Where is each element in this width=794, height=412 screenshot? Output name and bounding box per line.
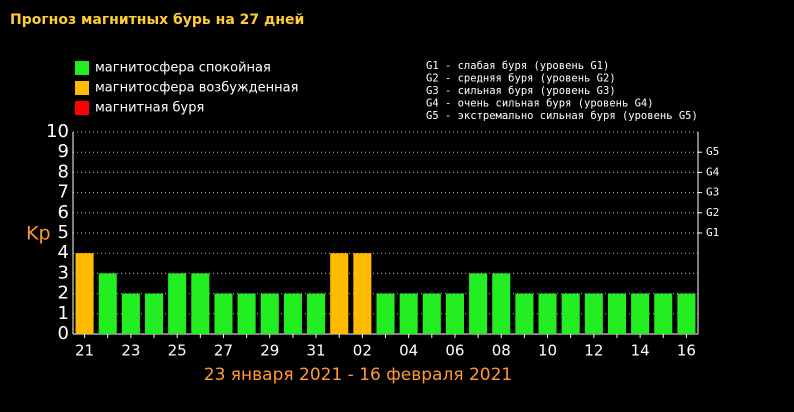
x-tick-label: 08 [492,342,511,360]
bar [469,273,488,334]
x-tick-label: 25 [168,342,187,360]
bar [353,253,372,334]
y-tick-label: 6 [58,202,69,223]
y-tick-label: 4 [58,242,69,263]
x-tick-label: 27 [214,342,233,360]
legend-swatch [75,101,89,115]
bar [214,293,233,334]
legend-label: магнитосфера возбужденная [95,81,298,96]
legend-swatch [75,81,89,95]
bar [237,293,256,334]
bar [445,293,464,334]
bar [492,273,511,334]
bar [283,293,302,334]
x-tick-label: 29 [260,342,279,360]
note: G5 - экстремально сильная буря (уровень … [426,110,698,122]
bar [422,293,441,334]
bar [168,273,187,334]
bar [515,293,534,334]
y2-tick-label: G5 [706,145,719,158]
x-tick-label: 02 [353,342,372,360]
bar [399,293,418,334]
legend-label: магнитосфера спокойная [95,61,271,76]
note: G4 - очень сильная буря (уровень G4) [426,98,654,110]
x-tick-label: 10 [538,342,557,360]
y-tick-label: 10 [46,121,69,142]
bar [330,253,349,334]
y-tick-label: 5 [58,222,69,243]
y-axis-label: Kp [26,223,51,245]
bar [654,293,673,334]
bar [121,293,140,334]
y-tick-label: 8 [58,161,69,182]
note: G2 - средняя буря (уровень G2) [426,73,616,85]
bar [538,293,557,334]
x-tick-label: 31 [307,342,326,360]
y-tick-label: 3 [58,262,69,283]
bar [98,273,117,334]
bar [260,293,279,334]
bar [561,293,580,334]
y-tick-label: 9 [58,141,69,162]
x-tick-label: 16 [677,342,696,360]
x-axis-label: 23 января 2021 - 16 февраля 2021 [204,365,512,385]
x-tick-label: 04 [399,342,418,360]
x-tick-label: 14 [631,342,650,360]
bar [376,293,395,334]
y-tick-label: 2 [58,283,69,304]
x-tick-label: 12 [584,342,603,360]
y-tick-label: 1 [58,303,69,324]
x-tick-label: 06 [445,342,464,360]
y-tick-label: 7 [58,182,69,203]
y2-tick-label: G1 [706,226,719,239]
y-tick-label: 0 [58,323,69,344]
bar [607,293,627,334]
x-tick-label: 21 [75,342,94,360]
y2-tick-label: G3 [706,186,719,199]
bar [191,273,210,334]
note: G1 - слабая буря (уровень G1) [426,60,609,72]
chart-title: Прогноз магнитных бурь на 27 дней [10,12,304,28]
y2-tick-label: G2 [706,206,719,219]
bar [307,293,326,334]
legend-label: магнитная буря [95,101,204,116]
y2-tick-label: G4 [706,165,720,178]
note: G3 - сильная буря (уровень G3) [426,85,616,97]
bar [584,293,603,334]
bar [75,253,94,334]
legend-swatch [75,61,89,75]
bar [144,293,164,334]
x-tick-label: 23 [121,342,140,360]
bar [677,293,696,334]
bar [631,293,650,334]
